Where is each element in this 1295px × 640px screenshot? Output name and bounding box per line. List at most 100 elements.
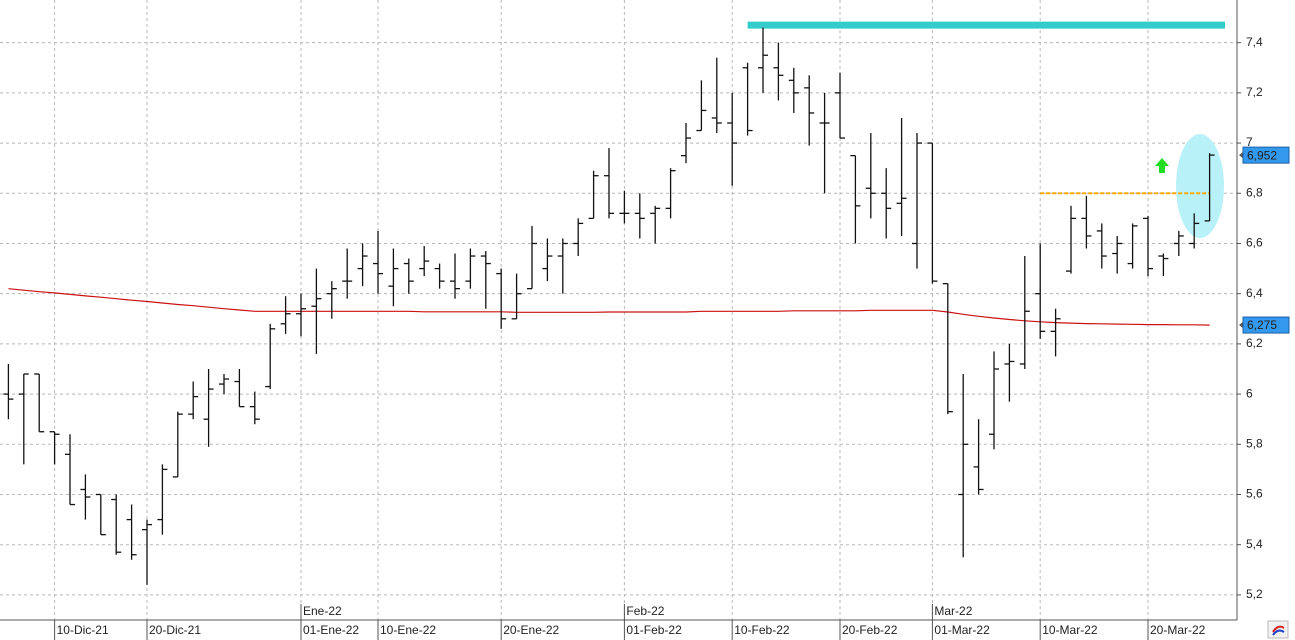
ohlc-bar: [34, 373, 45, 433]
ohlc-bar: [1004, 343, 1015, 402]
ohlc-bar: [788, 67, 799, 113]
ohlc-bar: [219, 374, 229, 395]
ohlc-bar: [1158, 253, 1169, 277]
ohlc-bar: [1204, 153, 1215, 222]
x-tick-label: 20-Dic-21: [149, 623, 201, 637]
y-tick-label: 6,2: [1246, 336, 1263, 350]
ohlc-bar: [280, 296, 291, 334]
ohlc-bar: [773, 42, 784, 101]
ohlc-bar: [265, 323, 276, 390]
ohlc-bar: [1096, 223, 1107, 269]
ohlc-bar: [326, 281, 337, 319]
ohlc-bar: [942, 282, 953, 415]
ohlc-bar: [80, 474, 91, 520]
ohlc-bar: [742, 62, 753, 136]
y-tick-label: 5,2: [1246, 587, 1263, 601]
plot: [3, 21, 1225, 585]
ohlc-bar: [49, 431, 60, 465]
x-tick-label: 10-Dic-21: [57, 623, 109, 637]
ohlc-bar: [1035, 243, 1046, 339]
x-tick-label: 01-Mar-22: [934, 623, 990, 637]
ohlc-bar: [989, 351, 999, 450]
ohlc-bar: [634, 193, 645, 239]
y-tick-label: 5,4: [1246, 537, 1263, 551]
ohlc-bar: [557, 238, 568, 294]
month-tick-label: Mar-22: [934, 604, 972, 618]
y-tick-label: 6,4: [1246, 286, 1263, 300]
ohlc-bar: [465, 248, 476, 289]
ohlc-bar: [373, 230, 383, 294]
x-tick-label: 20-Ene-22: [503, 623, 559, 637]
logo: [1267, 620, 1289, 639]
ohlc-bar: [619, 190, 630, 224]
ohlc-bar: [357, 243, 368, 287]
x-tick-label: 10-Mar-22: [1042, 623, 1098, 637]
ohlc-bar: [727, 92, 738, 186]
grid: [0, 0, 1237, 620]
ohlc-bar: [573, 218, 584, 257]
ohlc-bar: [95, 493, 106, 536]
y-tick-label: 7: [1246, 135, 1253, 149]
ohlc-bar: [434, 263, 445, 289]
x-tick-label: 01-Feb-22: [626, 623, 682, 637]
price-tag-label: 6,275: [1247, 318, 1277, 332]
ohlc-bar: [157, 464, 168, 535]
moving-average-line: [8, 288, 1210, 326]
up-arrow: [1155, 158, 1169, 173]
ohlc-bar: [696, 80, 707, 132]
ohlc-bar: [450, 253, 460, 299]
ohlc-bar: [1081, 195, 1092, 249]
ohlc-bar: [835, 72, 845, 139]
ohlc-bar: [650, 205, 661, 244]
y-tick-label: 6: [1246, 386, 1253, 400]
ohlc-bar: [1050, 308, 1061, 357]
ohlc-bar: [711, 57, 722, 134]
ohlc-bar: [480, 251, 491, 309]
ohlc-bar: [65, 434, 75, 506]
y-tick-label: 6,8: [1246, 185, 1263, 199]
ohlc-bar: [973, 419, 984, 495]
ohlc-bar: [542, 238, 553, 282]
highlight-ellipse: [1176, 134, 1224, 238]
ohlc-bar: [1112, 235, 1123, 274]
ohlc-bar: [1066, 205, 1076, 274]
ohlc-bar: [681, 122, 691, 164]
ohlc-bar: [142, 519, 152, 585]
ohlc-bar: [342, 248, 353, 299]
ohlc-bar: [188, 381, 199, 420]
ohlc-bar: [850, 154, 861, 244]
x-tick-label: 20-Feb-22: [842, 623, 898, 637]
y-tick-label: 6,6: [1246, 236, 1263, 250]
price-tag: [1242, 316, 1290, 334]
ohlc-bar: [1019, 256, 1030, 369]
x-tick-label: 10-Ene-22: [380, 623, 436, 637]
ohlc-bar: [881, 168, 892, 239]
axes: 5,2 5,4 5,6 5,8 6 6,2 6,4 6,6 6,8 7 7,2 7,4 10-Dic-2…: [54, 35, 1290, 640]
ohlc-bar: [1127, 223, 1138, 269]
ohlc-bar: [865, 133, 876, 219]
y-tick-label: 7,4: [1246, 35, 1263, 49]
logo-mark: [1272, 629, 1285, 636]
logo-mark: [1272, 625, 1285, 633]
ohlc-bar: [496, 268, 507, 329]
ohlc-bar: [403, 258, 414, 294]
y-tick-label: 5,6: [1246, 487, 1263, 501]
ohlc-bar: [1173, 230, 1184, 257]
month-tick-label: Feb-22: [626, 604, 664, 618]
ohlc-bar: [588, 170, 599, 220]
x-tick-label: 01-Ene-22: [303, 623, 359, 637]
ohlc-bar: [1189, 213, 1200, 249]
ohlc-bar: [819, 92, 830, 194]
ohlc-bar: [3, 363, 14, 420]
ohlc-bar: [296, 293, 306, 337]
ohlc-bar: [896, 117, 907, 236]
ohlc-bar: [927, 142, 938, 284]
ohlc-bar: [203, 368, 214, 447]
price-tag-label: 6,952: [1247, 148, 1277, 162]
ohlc-bar: [18, 373, 29, 465]
ohlc-bar: [126, 504, 137, 560]
ohlc-bar: [912, 133, 922, 269]
ohlc-bar: [758, 27, 768, 93]
ohlc-bar: [234, 368, 245, 408]
